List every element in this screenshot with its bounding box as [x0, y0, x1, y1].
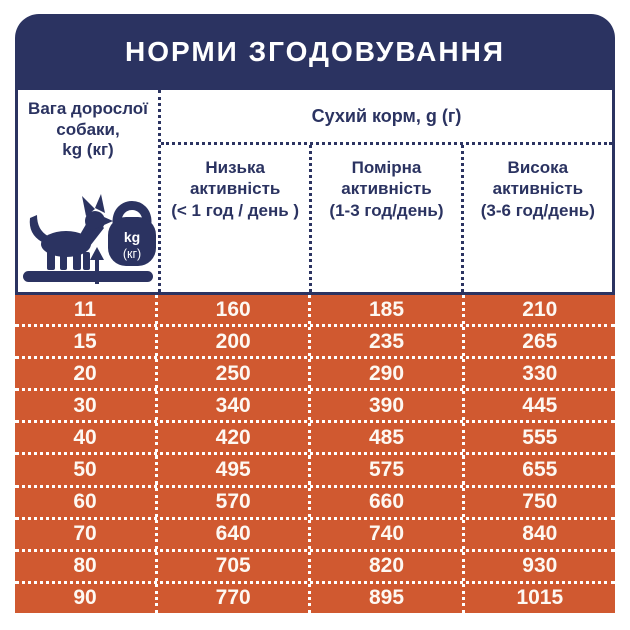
dry-food-column-group: Сухий корм, g (г) Низька активність (< 1…	[161, 90, 612, 292]
low-activity-cell: 250	[158, 359, 312, 389]
weight-label: Вага дорослої собаки, kg (кг)	[28, 99, 148, 161]
title-band: НОРМИ ЗГОДОВУВАННЯ	[15, 14, 615, 90]
page-title: НОРМИ ЗГОДОВУВАННЯ	[125, 36, 505, 67]
high-activity-cell: 445	[522, 393, 558, 417]
weight-cell: 50	[15, 455, 158, 485]
weight-cell: 11	[15, 295, 158, 325]
high-activity-cell: 655	[522, 458, 558, 482]
column-header-low-activity: Низька активність (< 1 год / день )	[171, 158, 300, 220]
high-activity-cell: 1015	[516, 586, 564, 610]
feeding-table-body: 11 160 185 210 15 200 235 265 20 250 290…	[15, 295, 615, 613]
column-header-moderate-activity: Помірна активність (1-3 год/день)	[309, 145, 460, 292]
arrow-up-icon	[90, 247, 104, 284]
low-activity-cell: 160	[158, 295, 312, 325]
weight-column-header: Вага дорослої собаки, kg (кг)	[18, 90, 161, 292]
column-header-high-activity: Висока активність (3-6 год/день)	[460, 145, 612, 292]
low-activity-cell: 340	[158, 391, 312, 421]
weight-label-line1: Вага дорослої	[28, 99, 148, 118]
weight-cell: 15	[15, 327, 158, 357]
high-activity-cell: 265	[522, 329, 558, 353]
moderate-activity-cell: 895	[311, 583, 465, 613]
low-activity-cell: 495	[158, 455, 312, 485]
table-row: 60 570 660 750	[15, 484, 615, 517]
low-activity-cell: 200	[158, 327, 312, 357]
weight-label-line2: собаки,	[56, 119, 120, 139]
low-activity-cell: 570	[158, 487, 312, 517]
weight-cell: 40	[15, 423, 158, 453]
moderate-activity-cell: 485	[311, 423, 465, 453]
table-row: 80 705 820 930	[15, 548, 615, 581]
dog-icon	[29, 194, 113, 270]
moderate-activity-cell: 575	[311, 455, 465, 485]
moderate-activity-cell: 820	[311, 551, 465, 581]
moderate-activity-cell: 660	[311, 487, 465, 517]
weight-cell: 80	[15, 551, 158, 581]
table-header: Вага дорослої собаки, kg (кг)	[15, 90, 615, 295]
low-activity-cell: 640	[158, 519, 312, 549]
moderate-activity-cell: 235	[311, 327, 465, 357]
low-activity-cell: 705	[158, 551, 312, 581]
high-activity-cell: 930	[522, 554, 558, 578]
weight-cell: 20	[15, 359, 158, 389]
weight-cell: 70	[15, 519, 158, 549]
kettlebell-icon: kg (кг)	[108, 201, 156, 266]
low-activity-cell: 420	[158, 423, 312, 453]
weight-label-line3: kg (кг)	[62, 140, 114, 160]
moderate-activity-cell: 740	[311, 519, 465, 549]
weight-cell: 60	[15, 487, 158, 517]
table-row: 90 770 895 1015	[15, 580, 615, 613]
scale-bar	[23, 271, 153, 282]
dog-weight-illustration: kg (кг)	[23, 194, 156, 284]
low-activity-cell: 770	[158, 583, 312, 613]
weight-cell: 90	[15, 583, 158, 613]
moderate-activity-cell: 185	[311, 295, 465, 325]
table-row: 30 340 390 445	[15, 388, 615, 421]
moderate-activity-cell: 390	[311, 391, 465, 421]
table-row: 20 250 290 330	[15, 356, 615, 389]
high-activity-cell: 330	[522, 361, 558, 385]
moderate-activity-cell: 290	[311, 359, 465, 389]
high-activity-cell: 210	[522, 297, 558, 321]
kettlebell-label-kg-cyrillic: (кг)	[123, 247, 141, 261]
table-row: 70 640 740 840	[15, 516, 615, 549]
dry-food-header: Сухий корм, g (г)	[161, 90, 612, 145]
high-activity-cell: 840	[522, 522, 558, 546]
activity-headers: Низька активність (< 1 год / день ) Помі…	[161, 145, 612, 292]
table-row: 50 495 575 655	[15, 452, 615, 485]
feeding-chart: НОРМИ ЗГОДОВУВАННЯ Вага дорослої собаки,…	[15, 14, 615, 613]
high-activity-cell: 555	[522, 425, 558, 449]
weight-cell: 30	[15, 391, 158, 421]
table-row: 11 160 185 210	[15, 295, 615, 325]
kettlebell-label-kg: kg	[124, 229, 140, 245]
high-activity-cell: 750	[522, 490, 558, 514]
table-row: 15 200 235 265	[15, 324, 615, 357]
table-row: 40 420 485 555	[15, 420, 615, 453]
